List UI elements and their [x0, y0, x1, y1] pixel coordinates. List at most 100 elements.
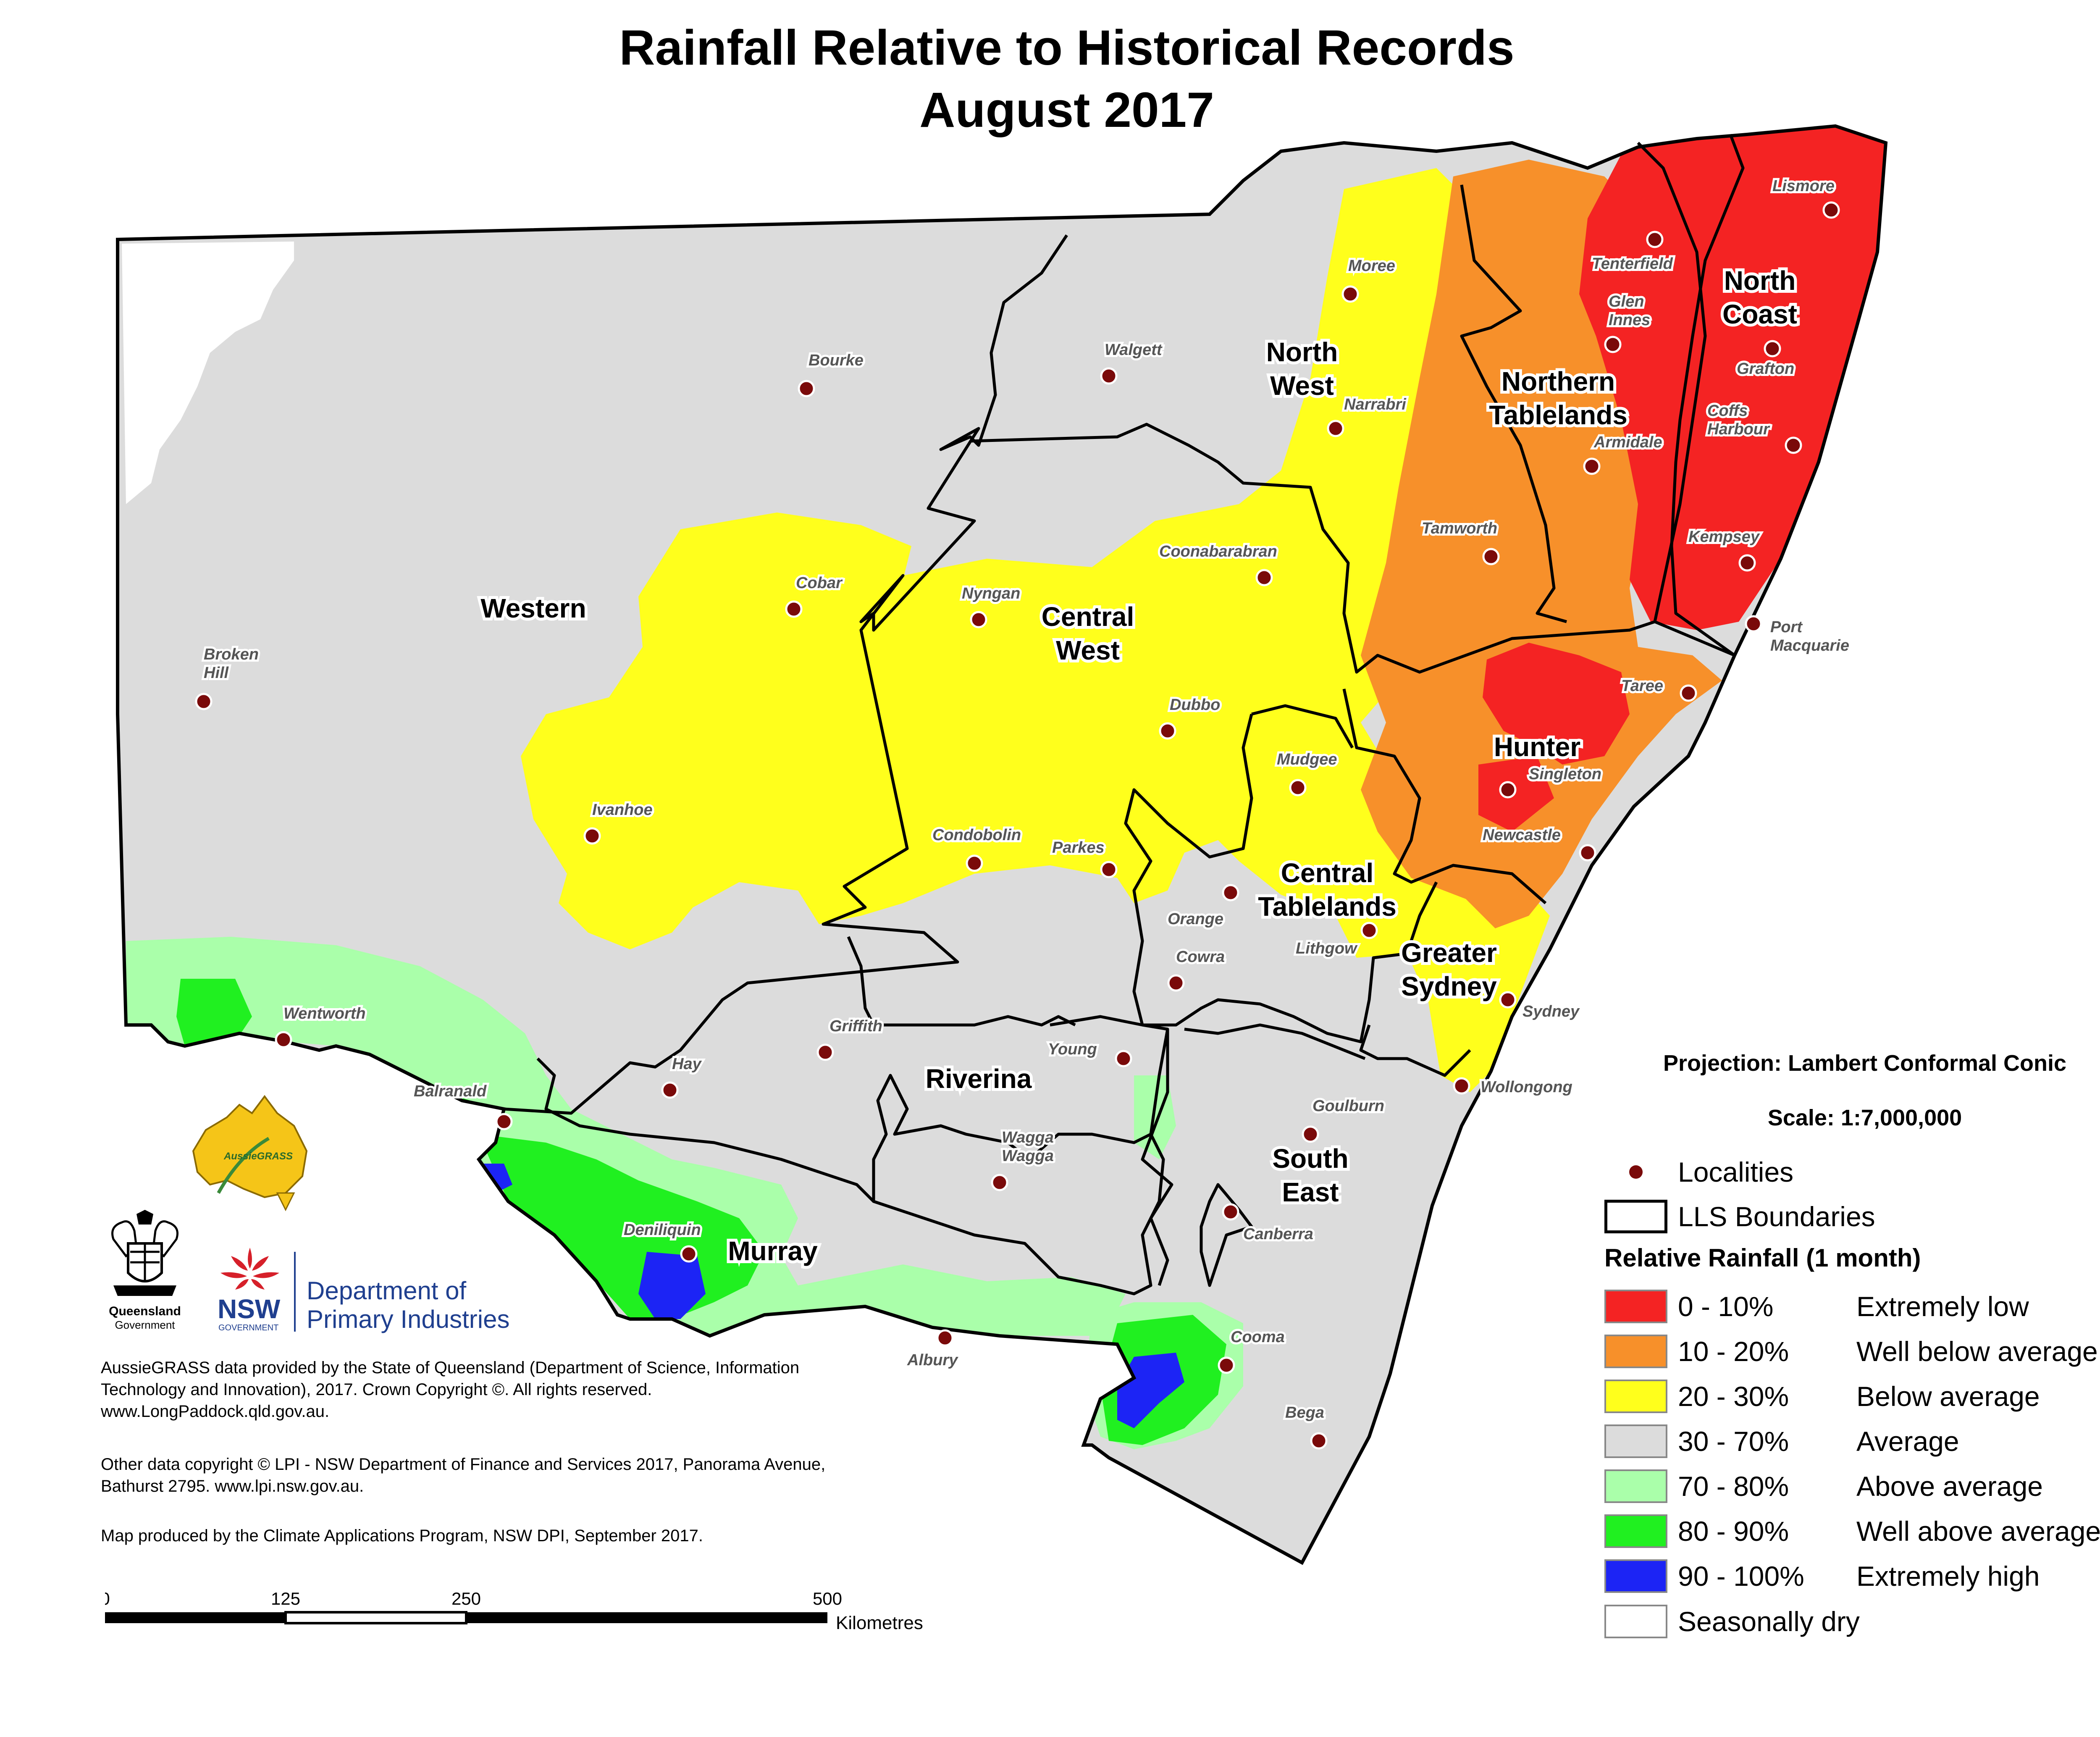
locality-dot-young [1115, 1050, 1132, 1067]
legend-class-range: 0 - 10% [1678, 1291, 1774, 1322]
locality-dot-condobolin [966, 854, 983, 872]
legend-class-swatch [1604, 1514, 1667, 1548]
locality-label-canberra: Canberra [1243, 1225, 1313, 1243]
locality-dot-walgett [1100, 367, 1118, 385]
title-line-1: Rainfall Relative to Historical Records [619, 20, 1515, 76]
locality-label-wollongong: Wollongong [1480, 1078, 1572, 1096]
locality-dot-singleton [1499, 781, 1517, 799]
locality-label-ivanhoe: Ivanhoe [592, 801, 653, 819]
legend-class-range: 90 - 100% [1678, 1561, 1804, 1592]
locality-dot-cooma [1218, 1356, 1235, 1374]
boundary-greater-sydney [1359, 1024, 1471, 1077]
locality-label-bourke: Bourke [808, 352, 864, 369]
locality-label-goulburn: Goulburn [1312, 1097, 1384, 1115]
locality-label-hay: Hay [672, 1055, 702, 1073]
legend-class-row: 10 - 20% Well below average [1604, 1330, 2100, 1371]
legend-class-label: Extremely low [1856, 1291, 2029, 1322]
legend-class-label: Well below average [1856, 1336, 2098, 1367]
boundary-north-coast-inner-2 [1670, 134, 1745, 657]
scale-segment-3 [466, 1612, 827, 1623]
legend-class-label: Extremely high [1856, 1561, 2040, 1592]
locality-label-dubbo: Dubbo [1170, 696, 1220, 714]
nsw-dpi-logo: NSW GOVERNMENT Department of Primary Ind… [214, 1243, 559, 1336]
locality-label-line: Port [1770, 618, 1803, 636]
legend-heading: Relative Rainfall (1 month) [1604, 1244, 1921, 1272]
boundary-riverina-south-east [872, 1015, 1169, 1296]
legend-class-range: 20 - 30% [1678, 1381, 1789, 1412]
boundary-western-east [504, 234, 1068, 1115]
legend-class-swatch [1604, 1380, 1667, 1413]
locality-label-mudgee: Mudgee [1277, 751, 1337, 768]
aussiegrass-logo: AussieGRASS [192, 1095, 308, 1211]
dpi-name-line-1: Department of [307, 1277, 467, 1305]
logo-divider [294, 1252, 296, 1332]
region-label-line: Tablelands [1258, 891, 1396, 922]
region-label-line: North [1724, 265, 1796, 296]
legend-class-range: 30 - 70% [1678, 1426, 1789, 1457]
locality-label-singleton: Singleton [1529, 765, 1601, 783]
locality-label-coffs-harbour: Coffs Harbour [1707, 402, 1770, 438]
locality-dot-mudgee [1289, 779, 1307, 796]
region-label-line: Murray [728, 1236, 818, 1266]
scale-unit: Kilometres [836, 1613, 923, 1633]
locality-label-line: Innes [1609, 311, 1650, 329]
scale-tick-125: 125 [271, 1589, 300, 1608]
aussiegrass-logo-text: AussieGRASS [223, 1151, 293, 1162]
legend-class-swatch [1604, 1469, 1667, 1503]
locality-label-glen-innes: Glen Innes [1609, 293, 1650, 329]
legend-class-row: 0 - 10% Extremely low [1604, 1285, 2100, 1326]
extremely-low-area-hunter-2 [1478, 756, 1554, 832]
locality-label-newcastle: Newcastle [1483, 826, 1561, 844]
region-label-line: Central [1281, 858, 1374, 888]
locality-dot-cobar [785, 600, 803, 618]
region-label-line: Riverina [926, 1064, 1032, 1094]
boundary-act [1200, 1183, 1253, 1287]
scale-segment-2 [284, 1611, 467, 1624]
map-title: Rainfall Relative to Historical Records … [0, 17, 2100, 141]
locality-dot-hay [661, 1081, 679, 1099]
locality-label-coonabarabran: Coonabarabran [1159, 543, 1277, 560]
locality-label-sydney: Sydney [1522, 1003, 1580, 1020]
legend-class-swatch [1604, 1559, 1667, 1593]
locality-dot-sydney [1499, 991, 1517, 1009]
locality-dot-glen-innes [1604, 336, 1622, 353]
locality-label-albury: Albury [907, 1351, 958, 1369]
region-label-hunter: Hunter [1494, 732, 1580, 762]
locality-label-lithgow: Lithgow [1296, 940, 1358, 957]
scale-segment-1 [105, 1612, 286, 1623]
boundary-north-coast-inner [1637, 142, 1707, 622]
locality-label-young: Young [1048, 1041, 1097, 1058]
locality-label-armidale: Armidale [1593, 434, 1662, 451]
locality-label-tamworth: Tamworth [1422, 520, 1497, 537]
locality-label-walgett: Walgett [1105, 341, 1163, 359]
locality-label-line: Coffs [1707, 402, 1748, 420]
region-label-murray: Murray [728, 1236, 818, 1266]
queensland-crest-icon [111, 1210, 178, 1296]
nsw-government-wordmark: GOVERNMENT [218, 1323, 279, 1332]
locality-label-moree: Moree [1348, 257, 1395, 275]
region-label-north-coast: North Coast [1722, 265, 1797, 329]
locality-dot-goulburn [1302, 1125, 1319, 1143]
locality-label-lismore: Lismore [1772, 177, 1835, 195]
seasonally-dry-swatch [1604, 1605, 1667, 1638]
locality-dot-icon [1629, 1165, 1643, 1179]
scale-bar: 0 125 250 500 Kilometres [105, 1589, 923, 1633]
well-above-average-area-wentworth [176, 979, 252, 1046]
legend-class-range: 10 - 20% [1678, 1336, 1789, 1367]
locality-dot-deniliquin [680, 1245, 698, 1263]
locality-label-line: Wagga [1002, 1129, 1054, 1146]
locality-label-tenterfield: Tenterfield [1592, 255, 1673, 273]
locality-label-balranald: Balranald [414, 1083, 487, 1100]
scale-tick-250: 250 [452, 1589, 481, 1608]
locality-dot-coffs-harbour [1785, 436, 1802, 454]
dpi-name-line-2: Primary Industries [307, 1305, 510, 1333]
qld-logo-line-2: Government [115, 1319, 175, 1331]
legend-class-swatch [1604, 1424, 1667, 1458]
locality-dot-canberra [1222, 1203, 1239, 1221]
region-label-line: West [1270, 371, 1334, 401]
credit-lpi: Other data copyright © LPI - NSW Departm… [101, 1455, 826, 1495]
region-label-north-west: North West [1266, 337, 1338, 401]
qld-logo-line-1: Queensland [109, 1304, 181, 1318]
locality-dot-bourke [798, 380, 815, 397]
